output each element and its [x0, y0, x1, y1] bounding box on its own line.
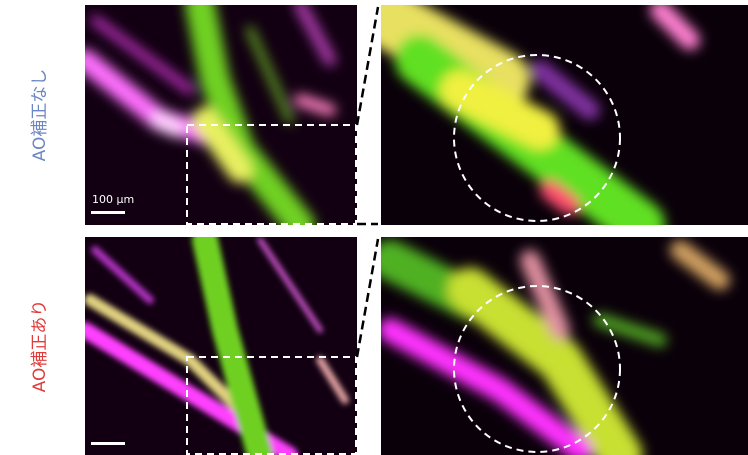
scale-bar-label: 100 µm: [92, 193, 134, 206]
zoom-connector: [357, 7, 378, 357]
scale-bar: [91, 442, 125, 445]
image-panel: [381, 237, 748, 455]
figure: AO補正なし AO補正あり: [0, 0, 748, 455]
image-panel: [85, 237, 357, 455]
page: AO補正なし AO補正あり: [0, 0, 748, 455]
image-panel: [381, 5, 748, 225]
row-label: AO補正あり: [30, 300, 50, 393]
scale-bar: [91, 211, 125, 214]
image-panel: [85, 5, 357, 225]
row-label: AO補正なし: [30, 69, 50, 162]
